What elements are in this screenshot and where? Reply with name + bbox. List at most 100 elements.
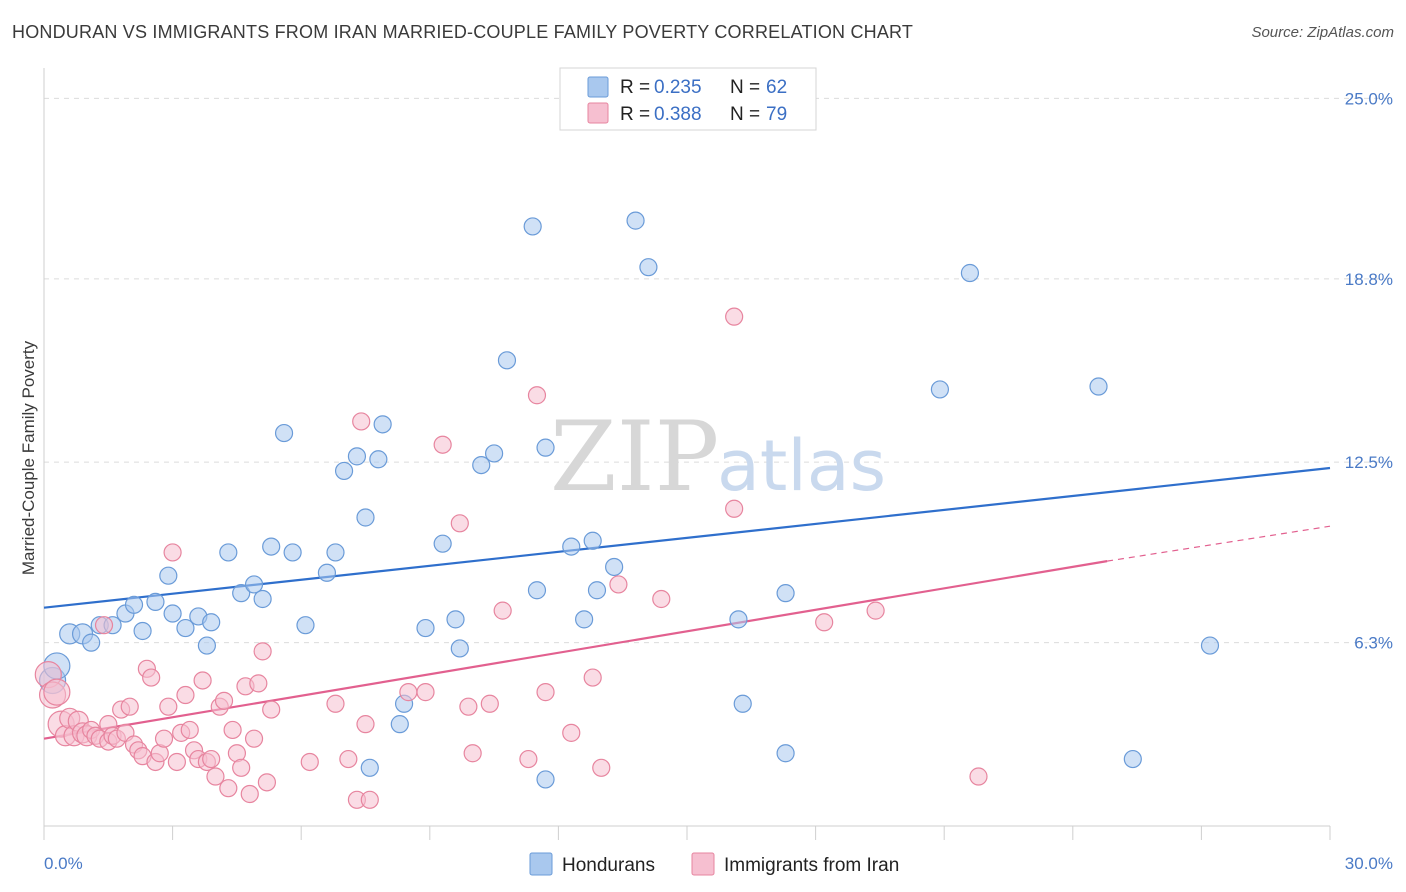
legend-r-label-hondurans: R = <box>620 77 650 98</box>
hondurans-point-26 <box>326 543 345 562</box>
hondurans-point-36 <box>433 534 452 553</box>
hondurans-point-28 <box>347 447 367 466</box>
hondurans-point-56 <box>776 584 795 603</box>
hondurans-point-55 <box>776 744 795 763</box>
hondurans-point-43 <box>527 581 547 600</box>
legend: R = 0.235 N = 62 R = 0.388 N = 79 <box>559 67 817 131</box>
iran-point-75 <box>609 575 628 594</box>
legend-n-label-iran: N = <box>730 104 760 125</box>
iran-point-54 <box>300 752 319 772</box>
iran-point-76 <box>652 589 671 609</box>
hondurans-point-32 <box>373 415 392 434</box>
iran-point-72 <box>562 723 581 742</box>
hondurans-point-54 <box>733 694 752 713</box>
hondurans-point-41 <box>497 351 517 370</box>
hondurans-point-23 <box>283 543 302 562</box>
iran-point-78 <box>725 499 744 518</box>
hondurans-point-35 <box>416 618 435 638</box>
hondurans-point-42 <box>523 217 542 236</box>
hondurans-point-22 <box>274 423 294 443</box>
hondurans-point-61 <box>1200 636 1220 655</box>
iran-point-74 <box>592 758 611 777</box>
y-tick-label-1: 12.5% <box>1345 453 1393 472</box>
y-tick-label-0: 6.3% <box>1354 634 1393 653</box>
iran-point-64 <box>450 514 469 533</box>
iran-point-30 <box>163 543 182 562</box>
bottom-legend-label-hondurans: Hondurans <box>562 855 655 876</box>
iran-point-48 <box>240 784 259 804</box>
hondurans-point-59 <box>1089 377 1108 396</box>
legend-swatch-hondurans <box>587 76 609 98</box>
hondurans-point-49 <box>587 581 607 600</box>
hondurans-point-40 <box>485 444 504 463</box>
hondurans-point-13 <box>176 618 195 638</box>
hondurans-point-15 <box>197 636 216 655</box>
hondurans-point-29 <box>356 508 375 527</box>
iran-point-37 <box>193 671 212 690</box>
hondurans-point-12 <box>163 604 182 623</box>
iran-point-25 <box>142 668 161 687</box>
iran-point-69 <box>519 749 538 769</box>
hondurans-point-58 <box>960 263 980 283</box>
legend-n-label-hondurans: N = <box>730 77 760 98</box>
tick-labels: 6.3% 12.5% 18.8% 25.0% 0.0% 30.0% <box>44 89 1393 873</box>
data-points <box>34 211 1220 809</box>
bottom-legend-label-iran: Immigrants from Iran <box>724 855 899 876</box>
legend-n-value-hondurans: 62 <box>766 77 787 98</box>
iran-point-73 <box>583 668 602 687</box>
hondurans-point-46 <box>562 537 581 556</box>
legend-r-value-iran: 0.388 <box>654 104 702 125</box>
iran-point-13 <box>94 616 114 635</box>
iran-point-34 <box>180 720 199 740</box>
iran-point-62 <box>416 683 435 702</box>
hondurans-point-37 <box>446 610 465 629</box>
iran-point-59 <box>356 715 375 734</box>
hondurans-point-50 <box>605 557 624 577</box>
hondurans-point-38 <box>450 639 469 658</box>
hondurans-point-9 <box>133 621 152 641</box>
iran-point-51 <box>253 642 272 661</box>
hondurans-point-17 <box>219 543 238 562</box>
hondurans-point-8 <box>124 595 144 614</box>
iran-trend-extension <box>1107 525 1331 562</box>
y-tick-label-2: 18.8% <box>1345 270 1393 289</box>
hondurans-point-25 <box>317 563 337 582</box>
hondurans-point-45 <box>536 770 555 789</box>
iran-point-49 <box>244 729 264 748</box>
iran-point-61 <box>399 683 418 702</box>
iran-point-65 <box>459 697 478 716</box>
iran-point-68 <box>493 601 512 620</box>
iran-point-50 <box>249 674 268 693</box>
source-label: Source: ZipAtlas.com <box>1251 24 1394 41</box>
hondurans-point-47 <box>575 610 594 629</box>
watermark-zip: ZIP <box>550 401 719 513</box>
y-tick-label-3: 25.0% <box>1345 89 1393 108</box>
hondurans-point-33 <box>390 715 409 734</box>
iran-point-77 <box>725 307 744 326</box>
iran-point-42 <box>214 691 234 710</box>
iran-point-2 <box>43 678 71 706</box>
iran-point-31 <box>167 752 186 772</box>
legend-r-label-iran: R = <box>620 104 650 125</box>
iran-point-80 <box>866 601 885 620</box>
x-tick-label-start: 0.0% <box>44 854 83 873</box>
hondurans-point-10 <box>146 592 165 611</box>
iran-point-81 <box>969 767 988 786</box>
iran-point-39 <box>202 749 221 769</box>
iran-point-67 <box>480 694 499 713</box>
iran-point-71 <box>536 683 555 702</box>
iran-point-60 <box>360 790 379 809</box>
legend-n-value-iran: 79 <box>766 104 787 125</box>
hondurans-point-60 <box>1123 749 1142 769</box>
hondurans-point-19 <box>244 575 264 594</box>
hondurans-point-31 <box>369 450 388 469</box>
iran-point-63 <box>433 435 452 454</box>
hondurans-point-48 <box>583 531 602 550</box>
iran-point-66 <box>463 744 482 763</box>
hondurans-point-30 <box>360 758 379 777</box>
legend-r-value-hondurans: 0.235 <box>654 77 702 98</box>
iran-point-52 <box>257 773 277 792</box>
hondurans-point-44 <box>536 438 555 457</box>
hondurans-point-21 <box>262 537 281 556</box>
hondurans-point-27 <box>334 461 354 481</box>
